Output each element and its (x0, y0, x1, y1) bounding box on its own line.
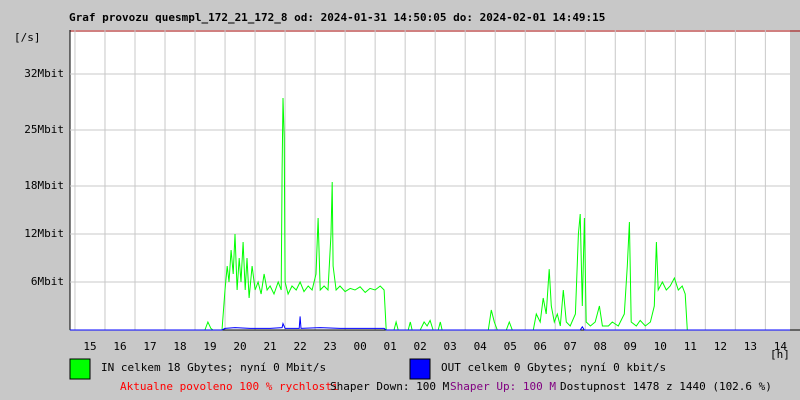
x-tick-label: 02 (414, 340, 427, 353)
x-tick-label: 22 (293, 340, 306, 353)
x-tick-label: 10 (654, 340, 667, 353)
x-tick-label: 13 (744, 340, 757, 353)
chart-title: Graf provozu quesmpl_172_21_172_8 od: 20… (69, 11, 605, 24)
series-line (69, 316, 790, 331)
x-tick-label: 04 (474, 340, 488, 353)
x-tick-label: 16 (113, 340, 126, 353)
x-tick-label: 21 (263, 340, 276, 353)
x-tick-label: 23 (323, 340, 336, 353)
footer-text: Dostupnost 1478 z 1440 (102.6 %) (560, 380, 772, 393)
legend-label: IN celkem 18 Gbytes; nyní 0 Mbit/s (101, 361, 326, 374)
x-tick-label: 03 (444, 340, 457, 353)
y-tick-label: 12Mbit (24, 227, 64, 240)
x-tick-label: 05 (504, 340, 517, 353)
footer-text: Shaper Up: 100 M (450, 380, 556, 393)
x-tick-label: 15 (83, 340, 96, 353)
x-tick-label: 18 (173, 340, 186, 353)
x-tick-label: 07 (564, 340, 577, 353)
x-tick-label: 14 (774, 340, 788, 353)
x-tick-label: 09 (624, 340, 637, 353)
x-tick-label: 17 (143, 340, 156, 353)
plot-area (70, 30, 790, 330)
legend: IN celkem 18 Gbytes; nyní 0 Mbit/s OUT ce… (69, 358, 666, 380)
legend-label: OUT celkem 0 Gbytes; nyní 0 kbit/s (441, 361, 666, 374)
legend-swatch (69, 358, 91, 380)
x-tick-label: 01 (384, 340, 397, 353)
footer: Aktualne povoleno 100 % rychlostiShaper … (120, 380, 772, 393)
x-tick-label: 12 (714, 340, 727, 353)
x-tick-label: 08 (594, 340, 607, 353)
x-unit-label: [h] (770, 348, 790, 361)
y-tick-label: 32Mbit (24, 67, 64, 80)
x-tick-label: 19 (203, 340, 216, 353)
y-unit-label: [/s] (14, 31, 41, 44)
x-tick-label: 20 (233, 340, 246, 353)
x-tick-label: 06 (534, 340, 547, 353)
legend-swatch (409, 358, 431, 380)
footer-text: Aktualne povoleno 100 % rychlosti (120, 380, 339, 393)
y-tick-label: 18Mbit (24, 179, 64, 192)
x-tick-label: 00 (354, 340, 367, 353)
y-tick-label: 25Mbit (24, 123, 64, 136)
x-tick-label: 11 (684, 340, 697, 353)
footer-text: Shaper Down: 100 M (330, 380, 450, 393)
y-tick-label: 6Mbit (31, 275, 64, 288)
